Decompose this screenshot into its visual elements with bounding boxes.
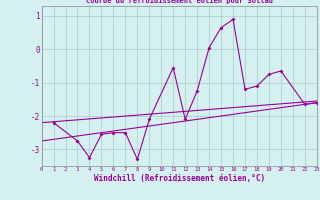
X-axis label: Windchill (Refroidissement éolien,°C): Windchill (Refroidissement éolien,°C)	[94, 174, 265, 183]
Title: Courbe du refroidissement éolien pour Soltau: Courbe du refroidissement éolien pour So…	[86, 0, 273, 4]
